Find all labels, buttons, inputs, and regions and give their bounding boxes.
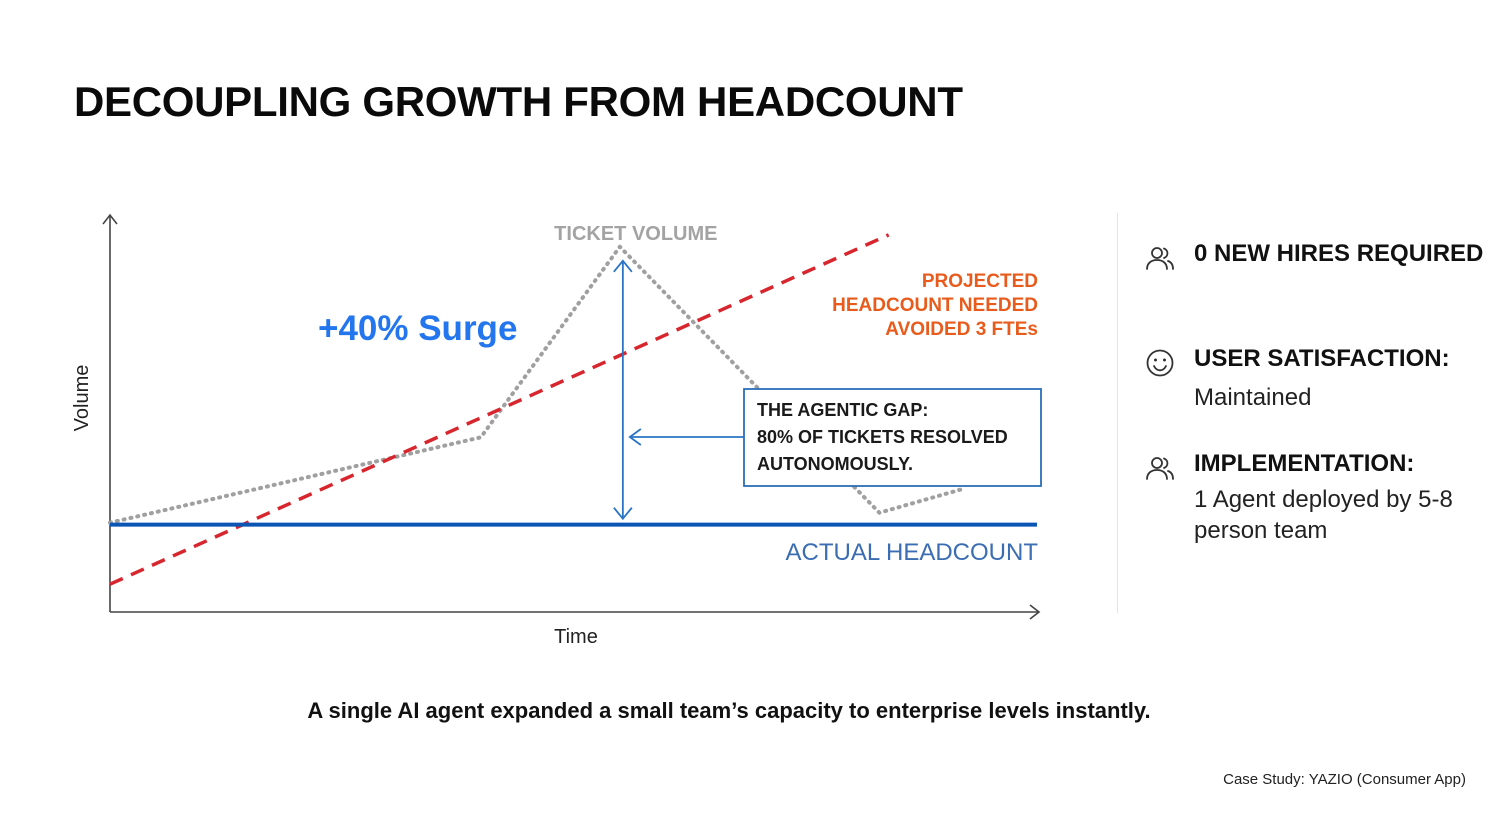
ticket-volume-label: TICKET VOLUME [554,223,717,245]
gap-arrow-top [613,259,633,273]
stat-body: 1 Agent deployed by 5-8 person team [1194,486,1453,544]
gap-text-line-2: AUTONOMOUSLY. [757,454,913,474]
chart-series [108,233,1037,586]
projected-label-line-2: AVOIDED 3 FTEs [885,319,1038,340]
users-icon [1146,247,1174,270]
source-note: Case Study: YAZIO (Consumer App) [1223,771,1466,788]
projected-label-line-0: PROJECTED [922,271,1038,292]
chart-annotations: TICKET VOLUME +40% Surge PROJECTED HEADCOUN… [318,223,1042,566]
smiley-icon [1146,349,1174,377]
x-axis-arrow [1029,604,1041,620]
gap-box [743,388,1042,487]
caption: A single AI agent expanded a small team’… [307,698,1151,723]
x-axis-label: Time [554,626,598,648]
gap-text-line-0: THE AGENTIC GAP: [757,400,928,420]
gap-text-line-1: 80% OF TICKETS RESOLVED [757,427,1008,447]
gap-arrow-bottom [613,507,633,521]
surge-label: +40% Surge [318,309,517,348]
y-axis-label: Volume [71,365,93,432]
page-title: DECOUPLING GROWTH FROM HEADCOUNT [74,78,963,125]
stat-head: IMPLEMENTATION: [1194,450,1415,477]
stat-body: Maintained [1194,384,1312,411]
projected-label-line-1: HEADCOUNT NEEDED [832,295,1038,316]
y-axis-arrow [102,213,118,225]
gap-pointer-arrow [628,428,642,446]
stat-head: 0 NEW HIRES REQUIRED [1194,240,1484,267]
divider [1117,213,1118,613]
users-icon [1146,457,1174,480]
actual-headcount-label: ACTUAL HEADCOUNT [786,539,1039,566]
series-line-0 [108,244,965,525]
chart-axes: Time Volume [71,213,1041,648]
chart: Time Volume TICKET VOLUME +40% Surge PROJEC… [71,213,1042,648]
stat-head: USER SATISFACTION: [1194,345,1450,372]
